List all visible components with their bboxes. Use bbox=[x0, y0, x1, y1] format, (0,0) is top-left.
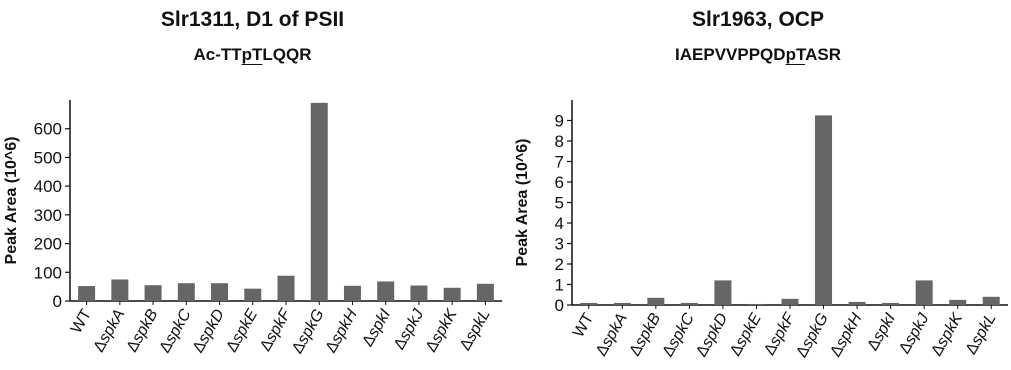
y-tick-label: 600 bbox=[34, 120, 62, 139]
x-tick-label: ΔspkG bbox=[289, 307, 328, 357]
x-tick-label: ΔspkH bbox=[323, 306, 362, 356]
x-tick-label: ΔspkD bbox=[190, 306, 229, 356]
bar bbox=[747, 303, 765, 305]
bar bbox=[177, 283, 195, 301]
y-tick-label: 3 bbox=[555, 235, 564, 254]
y-axis-label: Peak Area (10^6) bbox=[514, 139, 531, 267]
bar bbox=[244, 288, 262, 301]
y-axis-label: Peak Area (10^6) bbox=[3, 137, 20, 265]
chart-subtitle: IAEPVVPPQDpTASR bbox=[505, 45, 1011, 65]
bar bbox=[714, 280, 732, 305]
x-tick-label: ΔspkA bbox=[593, 311, 631, 360]
bar bbox=[277, 275, 295, 301]
subtitle-prefix: IAEPVVPPQD bbox=[675, 45, 786, 64]
chart-subtitle: Ac-TTpTLQQR bbox=[0, 45, 505, 65]
y-tick-label: 9 bbox=[555, 112, 564, 131]
y-tick-label: 2 bbox=[555, 255, 564, 274]
bar bbox=[476, 283, 494, 301]
bar bbox=[410, 285, 428, 301]
bar bbox=[343, 285, 361, 301]
bar bbox=[949, 299, 967, 305]
chart-title: Slr1311, D1 of PSII bbox=[160, 8, 345, 31]
x-tick-label: ΔspkK bbox=[928, 309, 967, 359]
chart-title: Slr1963, OCP bbox=[692, 8, 824, 31]
y-tick-label: 8 bbox=[555, 132, 564, 151]
subtitle-phospho-site: pT bbox=[785, 45, 806, 64]
bar bbox=[982, 296, 1000, 305]
y-tick-label: 1 bbox=[555, 276, 564, 295]
x-tick-label: ΔspkC bbox=[660, 310, 699, 360]
x-tick-label: ΔspkA bbox=[90, 307, 128, 356]
bar bbox=[211, 283, 229, 301]
y-tick-label: 400 bbox=[34, 177, 62, 196]
subtitle-suffix: LQQR bbox=[262, 45, 312, 64]
x-tick-label: ΔspkI bbox=[359, 306, 394, 350]
subtitle-suffix: ASR bbox=[805, 45, 841, 64]
bar bbox=[377, 281, 395, 301]
bar bbox=[111, 279, 129, 301]
y-tick-label: 0 bbox=[53, 292, 62, 311]
bar bbox=[781, 298, 799, 305]
x-tick-label: ΔspkK bbox=[423, 305, 462, 355]
x-tick-label: WT bbox=[570, 310, 597, 340]
x-tick-label: ΔspkC bbox=[156, 306, 195, 356]
x-tick-label: ΔspkJ bbox=[896, 310, 933, 357]
bar bbox=[580, 302, 598, 305]
x-tick-label: ΔspkL bbox=[963, 311, 1000, 358]
x-tick-label: ΔspkE bbox=[727, 310, 765, 359]
y-tick-label: 100 bbox=[34, 263, 62, 282]
x-tick-label: ΔspkD bbox=[693, 310, 732, 360]
subtitle-phospho-site: pT bbox=[241, 45, 263, 64]
x-tick-label: ΔspkL bbox=[457, 307, 494, 354]
y-tick-label: 4 bbox=[555, 214, 564, 233]
bar bbox=[613, 302, 631, 305]
bar bbox=[443, 287, 461, 301]
y-tick-label: 0 bbox=[555, 296, 564, 315]
chart-panel-left: Slr1311, D1 of PSII Ac-TTpTLQQR 0 100 200 3… bbox=[0, 0, 505, 370]
bar bbox=[680, 302, 698, 305]
bar bbox=[815, 115, 833, 305]
bar bbox=[144, 285, 162, 301]
bar bbox=[848, 301, 866, 305]
x-tick-label: ΔspkH bbox=[827, 310, 866, 360]
bar bbox=[882, 302, 900, 305]
y-tick-label: 200 bbox=[34, 235, 62, 254]
x-tick-label: ΔspkE bbox=[223, 306, 261, 355]
y-tick-label: 7 bbox=[555, 153, 564, 172]
x-tick-label: ΔspkI bbox=[864, 310, 899, 354]
y-tick-label: 300 bbox=[34, 206, 62, 225]
y-tick-label: 6 bbox=[555, 173, 564, 192]
y-tick-label: 5 bbox=[555, 194, 564, 213]
bar bbox=[78, 286, 96, 301]
bar bbox=[310, 102, 328, 301]
bar bbox=[915, 280, 933, 305]
y-tick-label: 500 bbox=[34, 148, 62, 167]
x-tick-label: ΔspkG bbox=[793, 311, 832, 361]
x-tick-label: WT bbox=[68, 306, 95, 336]
subtitle-prefix: Ac-TT bbox=[193, 45, 242, 64]
bar bbox=[647, 297, 665, 305]
